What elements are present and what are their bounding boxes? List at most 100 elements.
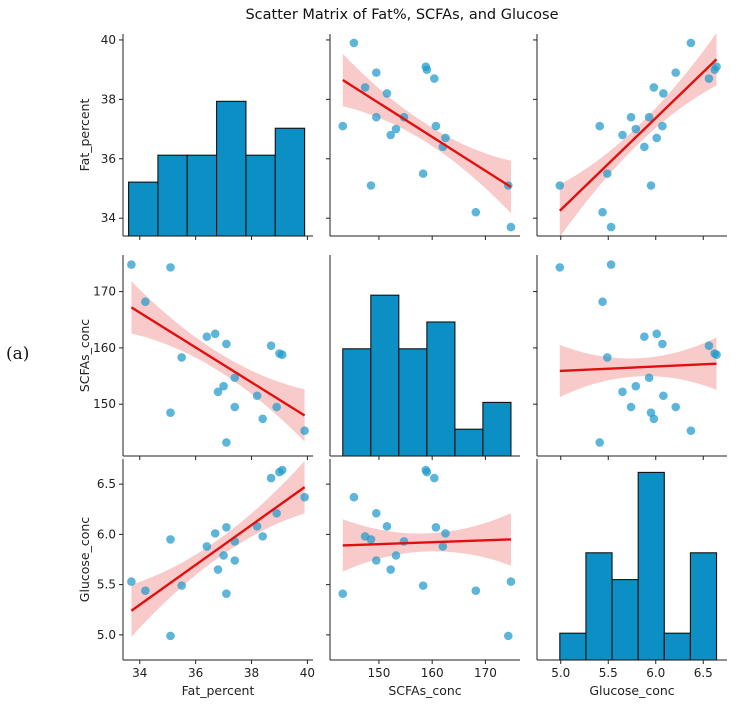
scatter-point: [177, 581, 186, 590]
x-tick-label: 34: [132, 666, 147, 680]
scatter-point: [644, 373, 654, 383]
scatter-point: [391, 124, 401, 134]
scatter-point: [430, 74, 439, 83]
scatter-point: [652, 133, 661, 143]
scatter-point: [222, 523, 231, 532]
scatter-point: [640, 142, 649, 152]
panel-Glucose_conc-vs-Glucose_conc: [536, 459, 727, 664]
scatter-point: [386, 130, 395, 140]
histogram-bar: [186, 154, 218, 237]
y-tick-label: 150: [93, 397, 116, 411]
scatter-point: [506, 577, 516, 586]
scatter-point: [658, 339, 667, 349]
panel-Glucose_conc-vs-Fat_percent: [119, 459, 313, 664]
scatter-point: [646, 408, 656, 417]
scatter-point: [219, 381, 228, 391]
scatter-point: [338, 589, 348, 598]
histogram-bar: [342, 348, 372, 457]
y-tick-label: 170: [93, 285, 116, 299]
x-tick-label: 160: [421, 666, 444, 680]
histogram-bar: [585, 552, 613, 661]
scatter-point: [277, 465, 287, 475]
scatter-point: [372, 508, 381, 518]
panel-SCFAs_conc-vs-SCFAs_conc: [329, 255, 520, 460]
regression-line: [559, 362, 717, 373]
scatter-point: [141, 297, 150, 307]
scatter-point: [595, 121, 604, 131]
x-tick-label: 6.0: [646, 666, 665, 680]
histogram-bar: [559, 632, 587, 661]
scatter-point: [166, 535, 175, 544]
x-axis-label: Glucose_conc: [589, 683, 674, 698]
scatter-point: [272, 508, 281, 518]
scatter-point: [222, 339, 231, 349]
x-tick-label: 5.5: [599, 666, 618, 680]
histogram-bar: [274, 127, 306, 237]
y-axis-label: SCFAs_conc: [77, 319, 92, 392]
panel-Fat_percent-vs-SCFAs_conc: [326, 34, 520, 240]
scatter-point: [421, 62, 431, 71]
scatter-point: [338, 121, 348, 131]
scatter-point: [366, 535, 376, 544]
scatter-point: [503, 631, 513, 641]
scatter-point: [418, 169, 428, 178]
scatter-point: [141, 586, 150, 595]
histogram-bar: [370, 294, 400, 457]
panel-grid: 34 36 38 40 Fat_percent 150 160 170 SCFAs_conc 5.…: [77, 33, 727, 698]
histogram-bar: [398, 348, 428, 457]
histogram-bar: [454, 428, 484, 457]
scatter-point: [644, 112, 654, 122]
x-tick-label: 6.5: [694, 666, 713, 680]
scatter-point: [272, 402, 281, 412]
scatter-point: [300, 426, 309, 435]
scatter-point: [230, 556, 240, 565]
panel-SCFAs_conc-vs-Fat_percent: [119, 255, 313, 460]
scatter-point: [471, 586, 481, 595]
scatter-point: [603, 353, 612, 362]
x-axis-label: Fat_percent: [182, 683, 255, 698]
scatter-point: [606, 260, 616, 269]
scatter-point: [704, 341, 714, 350]
scatter-point: [671, 68, 680, 77]
scatter-point: [300, 492, 309, 502]
y-tick-label: 40: [101, 33, 116, 47]
scatter-point: [659, 89, 668, 98]
panel-Fat_percent-vs-Fat_percent: [119, 34, 313, 240]
scatter-point: [704, 74, 714, 83]
scatter-point: [382, 522, 392, 531]
scatter-point: [202, 332, 212, 341]
scatter-point: [349, 38, 359, 48]
scatter-point: [177, 353, 186, 362]
scatter-point: [686, 38, 696, 48]
scatter-point: [606, 222, 616, 232]
panel-Glucose_conc-vs-SCFAs_conc: [326, 459, 520, 664]
histogram-bar: [482, 401, 512, 457]
scatter-point: [626, 402, 636, 412]
scatter-point: [258, 532, 268, 541]
scatter-point: [386, 565, 395, 574]
scatter-point: [421, 465, 431, 475]
x-tick-label: 38: [244, 666, 259, 680]
scatter-point: [349, 492, 359, 502]
histogram-bar: [663, 632, 691, 661]
scatter-point: [127, 260, 136, 269]
scatter-point: [372, 556, 381, 565]
scatter-point: [712, 350, 721, 359]
scatter-point: [252, 522, 262, 531]
y-tick-label: 5.5: [97, 578, 116, 592]
scatter-point: [222, 589, 231, 598]
scatter-point: [202, 542, 212, 551]
scatter-point: [219, 551, 228, 560]
scatter-point: [441, 529, 450, 538]
scatter-point: [598, 297, 607, 307]
histogram-bar: [245, 154, 276, 237]
scatter-point: [652, 329, 661, 339]
panel-Fat_percent-vs-Glucose_conc: [533, 33, 727, 240]
scatter-point: [595, 438, 604, 447]
scatter-point: [210, 529, 220, 538]
scatter-point: [213, 565, 223, 574]
scatter-point: [658, 121, 667, 131]
scatter-point: [631, 381, 641, 391]
scatter-point: [222, 438, 231, 447]
